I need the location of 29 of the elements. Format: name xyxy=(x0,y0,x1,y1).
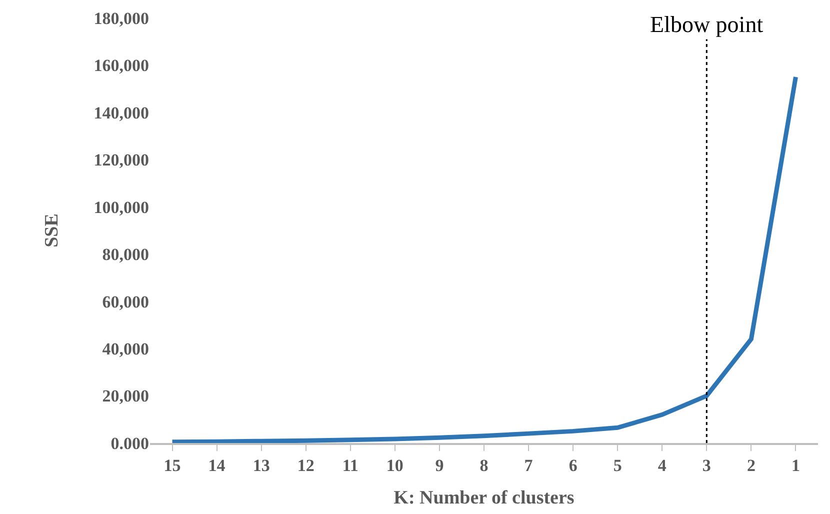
x-tick-label: 2 xyxy=(746,456,756,476)
x-tick-label: 3 xyxy=(702,456,711,476)
y-tick-label: 60,000 xyxy=(102,292,149,312)
y-tick-label: 20,000 xyxy=(102,386,149,406)
x-tick-label: 8 xyxy=(480,456,488,476)
line-series xyxy=(170,74,798,443)
y-tick-label: 140,000 xyxy=(94,103,149,122)
x-tick-label: 6 xyxy=(568,456,578,476)
y-tick-label: 100,000 xyxy=(94,198,149,217)
y-tick-label: 80,000 xyxy=(102,245,149,264)
x-tick-label: 4 xyxy=(658,456,667,476)
ref-line-label: Elbow point xyxy=(650,12,764,37)
x-tick-label: 10 xyxy=(386,456,404,476)
x-tick-label: 5 xyxy=(613,456,622,476)
x-tick-label: 12 xyxy=(297,456,314,476)
x-tick-label: 7 xyxy=(524,456,534,476)
y-tick-label: 0.000 xyxy=(110,434,149,453)
y-tick-label: 180,000 xyxy=(94,8,149,28)
y-tick-label: 120,000 xyxy=(94,150,149,170)
y-tick-label: 160,000 xyxy=(94,56,149,76)
x-tick-label: 11 xyxy=(342,456,358,476)
x-axis-title: K: Number of clusters xyxy=(394,487,574,508)
x-tick-label: 13 xyxy=(252,456,270,476)
x-tick-label: 14 xyxy=(208,456,226,476)
x-tick-label: 9 xyxy=(435,456,444,476)
y-tick-label: 40,000 xyxy=(102,340,149,359)
x-tick-label: 1 xyxy=(791,456,800,476)
x-tick-label: 15 xyxy=(164,456,181,476)
y-axis-title: SSE xyxy=(42,214,63,248)
